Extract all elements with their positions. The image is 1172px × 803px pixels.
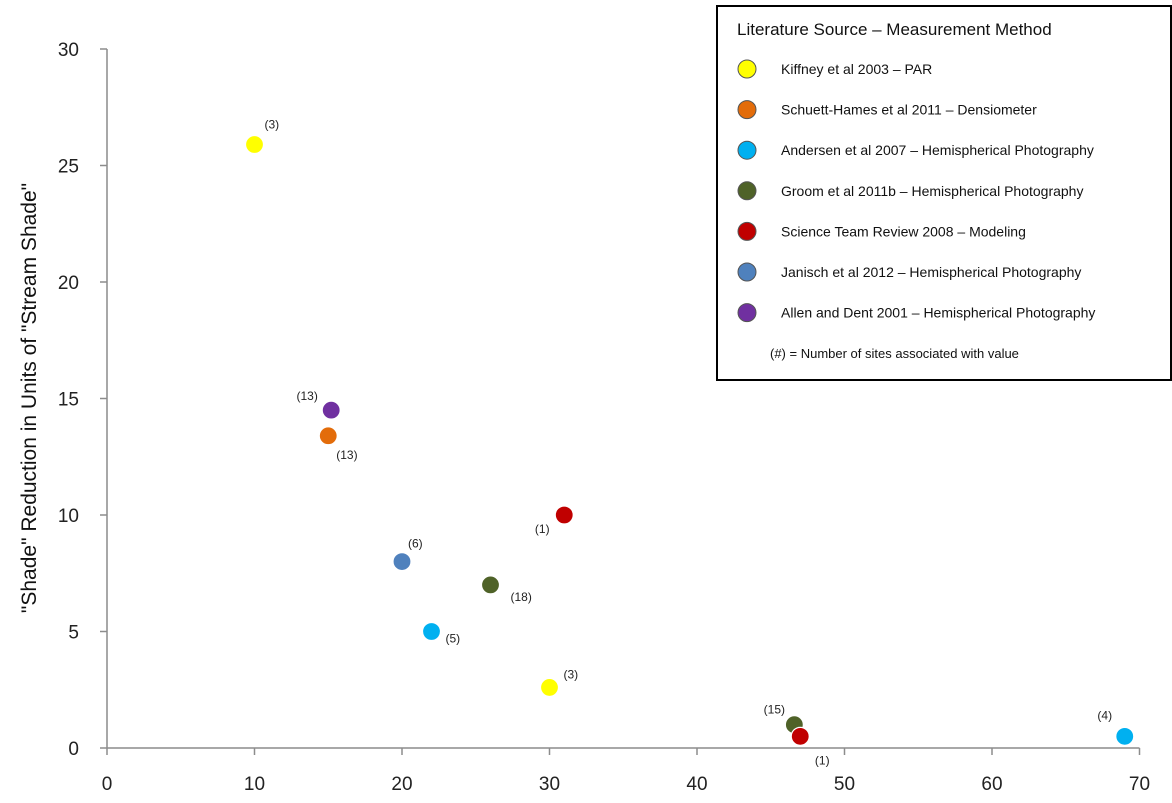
x-tick-label: 30 (539, 774, 560, 795)
point-label: (13) (336, 448, 357, 462)
axes: 0 5 10 15 20 25 30 0 10 20 30 40 50 60 70 (58, 40, 1150, 795)
point-label: (1) (815, 753, 830, 767)
point-label: (3) (564, 667, 579, 681)
legend-entry: Groom et al 2011b – Hemispherical Photog… (781, 183, 1083, 199)
legend-box (716, 5, 1172, 381)
data-point (244, 134, 265, 155)
point-label: (1) (535, 522, 550, 536)
y-axis-label: "Shade" Reduction in Units of "Stream Sh… (18, 183, 41, 613)
legend-items: Kiffney et al 2003 – PAR Schuett-Hames et… (737, 59, 1095, 323)
legend: Literature Source – Measurement Method K… (716, 5, 1172, 381)
data-point (392, 551, 412, 572)
point-label: (3) (265, 118, 280, 132)
y-tick-label: 15 (58, 390, 79, 411)
y-tick-label: 10 (58, 506, 79, 527)
data-points (244, 134, 1135, 746)
x-tick-label: 60 (981, 774, 1002, 795)
point-label: (15) (764, 703, 785, 717)
y-tick-label: 30 (58, 40, 79, 61)
legend-marker (737, 221, 757, 241)
legend-entry: Andersen et al 2007 – Hemispherical Phot… (781, 142, 1094, 158)
x-tick-label: 70 (1129, 774, 1150, 795)
x-tick-label: 0 (102, 774, 113, 795)
legend-title: Literature Source – Measurement Method (737, 20, 1052, 39)
data-point (1115, 726, 1135, 746)
point-label: (4) (1097, 708, 1112, 722)
data-point (539, 677, 560, 698)
point-label: (18) (511, 590, 532, 604)
x-tick-label: 10 (244, 774, 265, 795)
legend-entry: Allen and Dent 2001 – Hemispherical Phot… (781, 305, 1095, 321)
data-point (321, 400, 341, 420)
x-tick-label: 50 (834, 774, 855, 795)
point-labels: (3) (3) (13) (5) (4) (18) (15) (1) (1) (6) (13) (265, 118, 1113, 768)
data-point (318, 426, 338, 446)
data-point (554, 505, 574, 525)
y-tick-label: 20 (58, 273, 79, 294)
x-tick-label: 20 (391, 774, 412, 795)
legend-marker (737, 100, 757, 120)
point-label: (5) (446, 632, 461, 646)
legend-marker (737, 303, 757, 323)
y-tick-label: 25 (58, 157, 79, 178)
data-point (790, 726, 810, 746)
legend-marker (737, 140, 757, 160)
y-tick-label: 0 (68, 739, 79, 760)
data-point (480, 575, 501, 595)
legend-note: (#) = Number of sites associated with va… (770, 346, 1019, 361)
legend-marker (737, 59, 757, 79)
legend-entry: Schuett-Hames et al 2011 – Densiometer (781, 102, 1037, 118)
x-tick-label: 40 (686, 774, 707, 795)
point-label: (6) (408, 537, 423, 551)
legend-entry: Kiffney et al 2003 – PAR (781, 61, 932, 77)
y-tick-label: 5 (68, 623, 79, 644)
legend-marker (737, 262, 757, 282)
legend-entry: Science Team Review 2008 – Modeling (781, 223, 1026, 239)
data-point (421, 621, 442, 642)
legend-marker (737, 181, 757, 201)
legend-entry: Janisch et al 2012 – Hemispherical Photo… (781, 264, 1081, 280)
point-label: (13) (297, 389, 318, 403)
